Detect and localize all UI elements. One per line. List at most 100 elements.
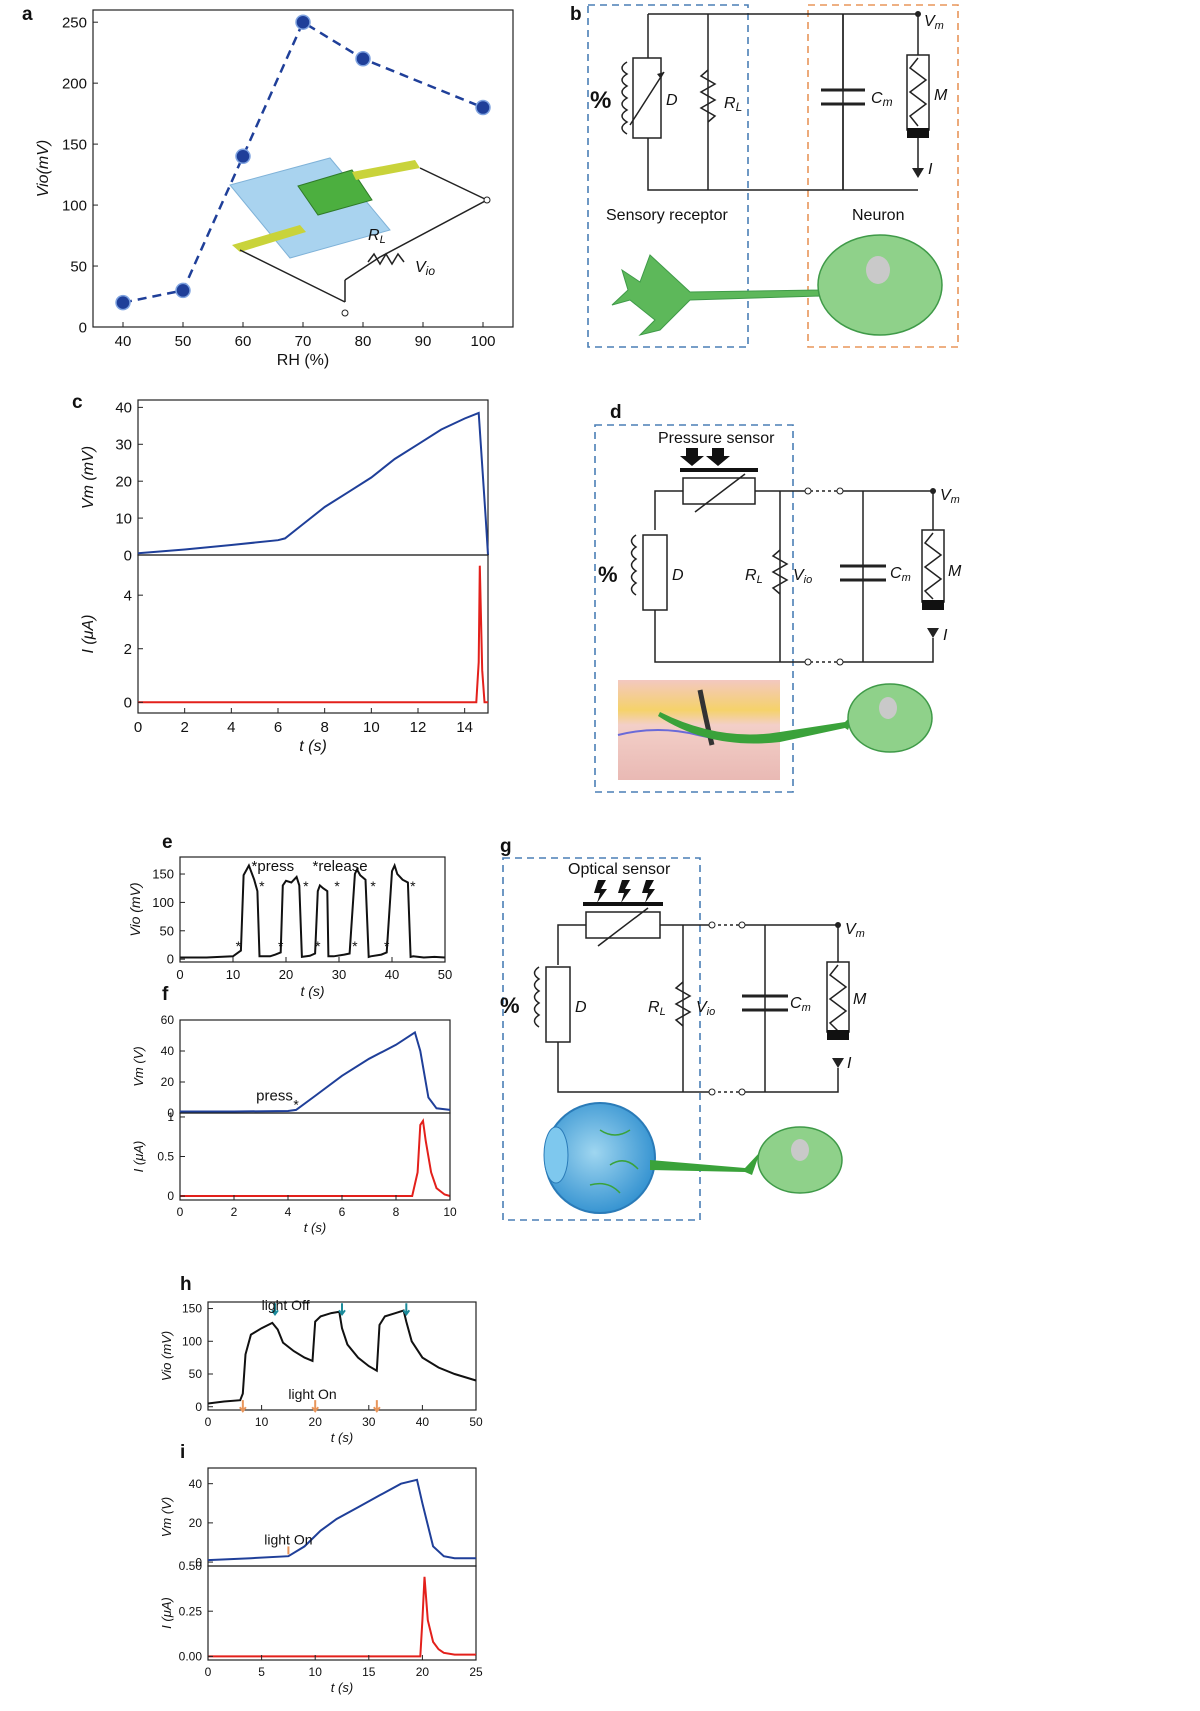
x-tick-label: 0 xyxy=(176,967,183,982)
x-tick-label: 10 xyxy=(363,719,380,736)
press-marker: * xyxy=(352,938,358,954)
inset-wire-1 xyxy=(239,249,346,303)
x-axis-label: t (s) xyxy=(331,1680,353,1695)
label-Vm-d: Vm xyxy=(940,487,960,506)
y-tick-label: 50 xyxy=(70,258,87,275)
device-inset: RL Vio xyxy=(229,157,491,317)
series-line-a xyxy=(122,20,484,304)
memristor-zigzag-g xyxy=(828,964,848,1032)
label-Cm-g: Cm xyxy=(790,995,811,1014)
terminal-top xyxy=(483,196,491,204)
y-tick-label: 2 xyxy=(124,641,132,658)
chart-f-bottom-frame xyxy=(179,1112,451,1201)
release-legend: *release xyxy=(313,858,368,875)
x-tick-label: 14 xyxy=(456,719,473,736)
sensor-box-d xyxy=(594,424,794,793)
press-annotation: press xyxy=(256,1088,293,1105)
label-Vio-d: Vio xyxy=(793,567,812,586)
y-tick-label: 0 xyxy=(124,547,132,564)
y-tick-label: 0.5 xyxy=(157,1150,174,1164)
x-tick-label: 40 xyxy=(385,967,399,982)
x-tick-label: 0 xyxy=(205,1665,212,1679)
pressure-sensor-label: Pressure sensor xyxy=(658,430,775,447)
y-tick-label: 150 xyxy=(152,867,174,882)
x-tick-label: 20 xyxy=(279,967,293,982)
chart-i-bottom: 0 5 10 15 20 25 0.00 0.25 0.50 t (s) I (μA) xyxy=(159,1559,483,1695)
y-axis-label: Vio(mV) xyxy=(35,140,52,198)
neuron-label: Neuron xyxy=(852,207,904,224)
x-tick-label: 0 xyxy=(205,1415,212,1429)
label-D: D xyxy=(666,92,678,109)
x-tick-label: 5 xyxy=(258,1665,265,1679)
circuit-d-dotted xyxy=(810,490,840,663)
label-M-g: M xyxy=(853,991,867,1008)
series-line-c_bottom xyxy=(138,565,488,704)
data-point xyxy=(175,282,191,299)
circuit-b: % D RL Cm M I Vm Sensory receptor Neuron xyxy=(587,4,959,348)
circuit-b-wires xyxy=(647,13,919,191)
panel-label-b: b xyxy=(570,4,582,25)
label-I: I xyxy=(928,161,933,178)
terminal-g2 xyxy=(738,921,746,929)
x-tick-label: 40 xyxy=(416,1415,430,1429)
sensor-box-g xyxy=(502,857,701,1221)
x-tick-label: 20 xyxy=(309,1415,323,1429)
label-I-g: I xyxy=(847,1055,852,1072)
light-off-label: light Off xyxy=(262,1297,310,1313)
y-axis-label: Vio (mV) xyxy=(159,1331,174,1381)
y-tick-label: 20 xyxy=(161,1075,175,1089)
y-axis-label: Vm (V) xyxy=(159,1497,174,1537)
percent-symbol-d: % xyxy=(598,562,618,587)
x-tick-label: 0 xyxy=(134,719,142,736)
data-point xyxy=(475,99,491,116)
x-tick-label: 6 xyxy=(339,1205,346,1219)
y-tick-label: 100 xyxy=(182,1334,202,1348)
capacitor-Cm-d xyxy=(840,564,886,582)
x-tick-label: 6 xyxy=(274,719,282,736)
chart-a: RL Vio 40 50 60 70 80 90 100 0 50 100 150 200 250 RH … xyxy=(35,9,514,369)
x-tick-label: 50 xyxy=(438,967,452,982)
hair-follicle xyxy=(697,689,715,746)
label-Cm: Cm xyxy=(871,90,893,109)
x-tick-label: 40 xyxy=(115,333,132,350)
capacitor-Cm-g xyxy=(742,994,788,1012)
y-axis-label: Vio (mV) xyxy=(127,882,143,936)
press-marker: * xyxy=(293,1096,299,1112)
terminal-g1 xyxy=(708,921,716,929)
press-marker: * xyxy=(278,938,284,954)
panel-label-f: f xyxy=(162,984,169,1005)
chart-c-top-frame xyxy=(137,399,489,556)
x-tick-label: 25 xyxy=(469,1665,483,1679)
y-tick-label: 0.25 xyxy=(179,1604,203,1618)
y-tick-label: 0 xyxy=(79,319,87,336)
release-marker: * xyxy=(410,878,416,894)
chart-i-bottom-frame xyxy=(207,1565,477,1661)
electrode-left xyxy=(232,225,306,252)
sensory-nerve xyxy=(658,712,855,744)
circuit-g-dotted xyxy=(712,924,742,1093)
y-tick-label: 0 xyxy=(124,695,132,712)
label-D-g: D xyxy=(575,999,587,1016)
chart-c-top: 0 10 20 30 40 Vm (mV) xyxy=(80,399,489,564)
x-tick-label: 80 xyxy=(355,333,372,350)
inset-resistor xyxy=(367,252,405,266)
current-arrow-d xyxy=(927,628,939,638)
terminal-d1 xyxy=(804,487,812,495)
release-marker: * xyxy=(334,878,340,894)
release-marker: * xyxy=(370,878,376,894)
chart-h-frame xyxy=(207,1301,477,1411)
chart-f-bottom: 0 2 4 6 8 10 0 0.5 1 t (s) I (μA) xyxy=(131,1110,457,1235)
inset-Vio-label: Vio xyxy=(415,259,435,278)
panel-label-g: g xyxy=(500,836,512,857)
y-tick-label: 150 xyxy=(62,136,87,153)
x-tick-label: 90 xyxy=(415,333,432,350)
percent-symbol-g: % xyxy=(500,993,520,1018)
x-axis-label: t (s) xyxy=(304,1220,326,1235)
x-axis-label: RH (%) xyxy=(277,352,329,369)
optical-sensor-label: Optical sensor xyxy=(568,861,671,878)
light-on-label: light On xyxy=(264,1531,312,1547)
pressure-resistor xyxy=(682,477,756,505)
memristor-zigzag xyxy=(908,57,928,127)
y-tick-label: 0.00 xyxy=(179,1650,203,1664)
